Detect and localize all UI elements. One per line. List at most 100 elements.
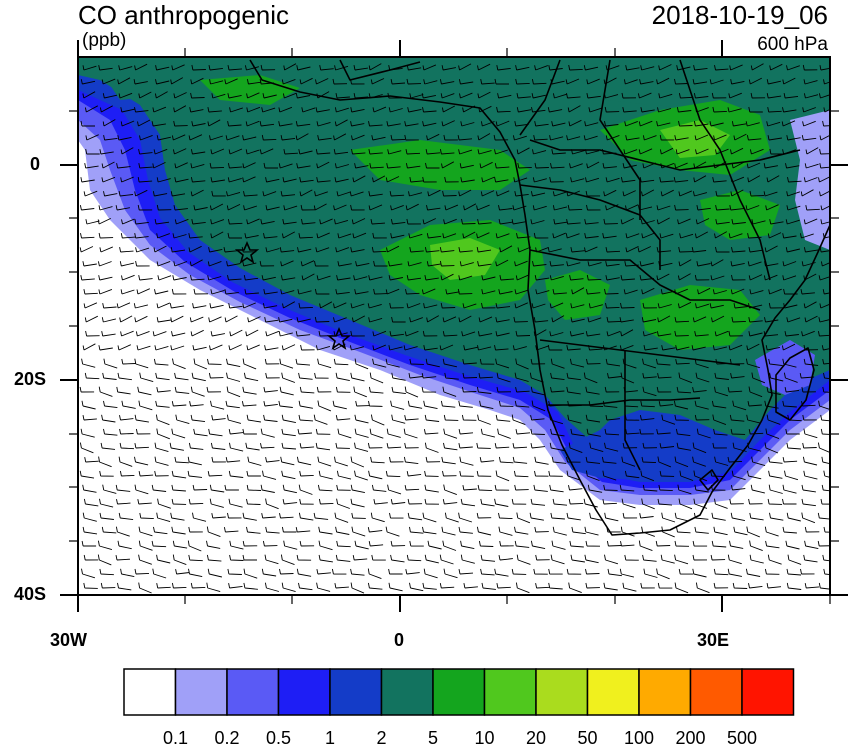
wind-barb: [281, 78, 296, 85]
wind-barb: [803, 273, 817, 281]
lat-tick-label: 40S: [14, 584, 47, 604]
wind-barb: [282, 301, 296, 309]
wind-barb: [459, 92, 473, 99]
wind-barb: [280, 135, 296, 141]
wind-barb: [193, 358, 208, 370]
wind-barb: [476, 247, 492, 253]
wind-barb: [495, 317, 510, 323]
wind-barb: [747, 442, 762, 452]
wind-barb: [620, 302, 635, 309]
wind-barb: [354, 470, 368, 481]
wind-barb: [817, 512, 830, 520]
wind-barb: [297, 289, 312, 295]
wind-barb: [805, 147, 819, 155]
wind-barb: [263, 387, 278, 393]
wind-barb: [642, 302, 658, 309]
wind-barb: [694, 331, 709, 337]
wind-barb: [390, 499, 406, 505]
wind-barb: [80, 120, 95, 127]
wind-barb: [747, 470, 762, 480]
wind-barb: [782, 149, 797, 155]
wind-barb: [368, 63, 382, 71]
wind-barb: [171, 498, 187, 505]
wind-barb: [547, 344, 563, 351]
wind-barb: [261, 513, 276, 519]
wind-barb: [81, 400, 96, 410]
wind-barb: [82, 261, 97, 267]
wind-barb: [139, 134, 153, 141]
wind-barb: [367, 527, 383, 533]
wind-barb: [480, 498, 495, 507]
wind-barb: [550, 79, 565, 85]
wind-barb: [584, 246, 598, 253]
wind-barb: [318, 470, 333, 480]
wind-barb: [189, 316, 204, 323]
wind-barb: [390, 219, 406, 225]
wind-barb: [643, 568, 658, 578]
wind-barb: [317, 456, 332, 467]
wind-barb: [476, 232, 490, 239]
wind-barb: [118, 512, 134, 521]
wind-barb: [171, 134, 186, 141]
wind-barb: [769, 219, 784, 225]
wind-barb: [498, 526, 513, 536]
wind-barb: [751, 372, 766, 384]
wind-barb: [607, 568, 622, 577]
wind-barb: [385, 176, 400, 183]
wind-barb: [549, 302, 564, 309]
wind-barb: [820, 205, 830, 211]
wind-barb: [693, 498, 708, 509]
wind-barb: [585, 470, 600, 482]
wind-barb: [99, 149, 114, 155]
wind-barb: [81, 540, 97, 547]
wind-barb: [207, 471, 223, 477]
wind-barb: [715, 205, 730, 211]
wind-barb: [696, 205, 711, 211]
wind-barb: [495, 331, 510, 337]
wind-barb: [169, 303, 185, 309]
wind-barb: [242, 512, 257, 521]
wind-barb: [354, 163, 369, 169]
wind-barb: [120, 176, 134, 183]
wind-barb: [782, 107, 797, 113]
wind-barb: [479, 358, 495, 365]
colorbar-label: 50: [577, 728, 598, 748]
wind-barb: [278, 331, 293, 337]
wind-barb: [82, 526, 98, 535]
wind-barb: [225, 400, 240, 409]
wind-barb: [295, 527, 311, 533]
wind-barb: [299, 470, 314, 477]
wind-barb: [498, 205, 513, 211]
wind-barb: [156, 428, 170, 440]
wind-barb: [534, 65, 548, 71]
wind-barb: [368, 275, 383, 281]
colorbar: [123, 668, 795, 716]
wind-barb: [674, 554, 689, 565]
wind-barb: [674, 162, 688, 169]
wind-barb: [295, 93, 311, 99]
wind-barb: [314, 260, 329, 267]
wind-barb: [481, 275, 496, 281]
wind-barb: [171, 470, 187, 479]
wind-barb: [265, 177, 280, 183]
wind-barb: [100, 442, 116, 450]
wind-barb: [264, 358, 280, 365]
wind-barb: [300, 260, 315, 267]
wind-barb: [350, 582, 365, 594]
wind-barb: [134, 315, 148, 323]
wind-barb: [498, 555, 513, 561]
wind-barb: [242, 386, 257, 395]
wind-barb: [224, 315, 238, 323]
wind-barb: [317, 358, 332, 369]
wind-barb: [583, 498, 598, 508]
wind-barb: [444, 512, 459, 523]
wind-barb: [299, 77, 313, 85]
wind-barb: [637, 246, 651, 253]
wind-barb: [656, 429, 671, 435]
wind-barb: [101, 161, 115, 169]
wind-barb: [457, 288, 473, 295]
wind-barb: [138, 540, 153, 551]
wind-barb: [421, 93, 436, 99]
wind-barb: [603, 93, 619, 99]
